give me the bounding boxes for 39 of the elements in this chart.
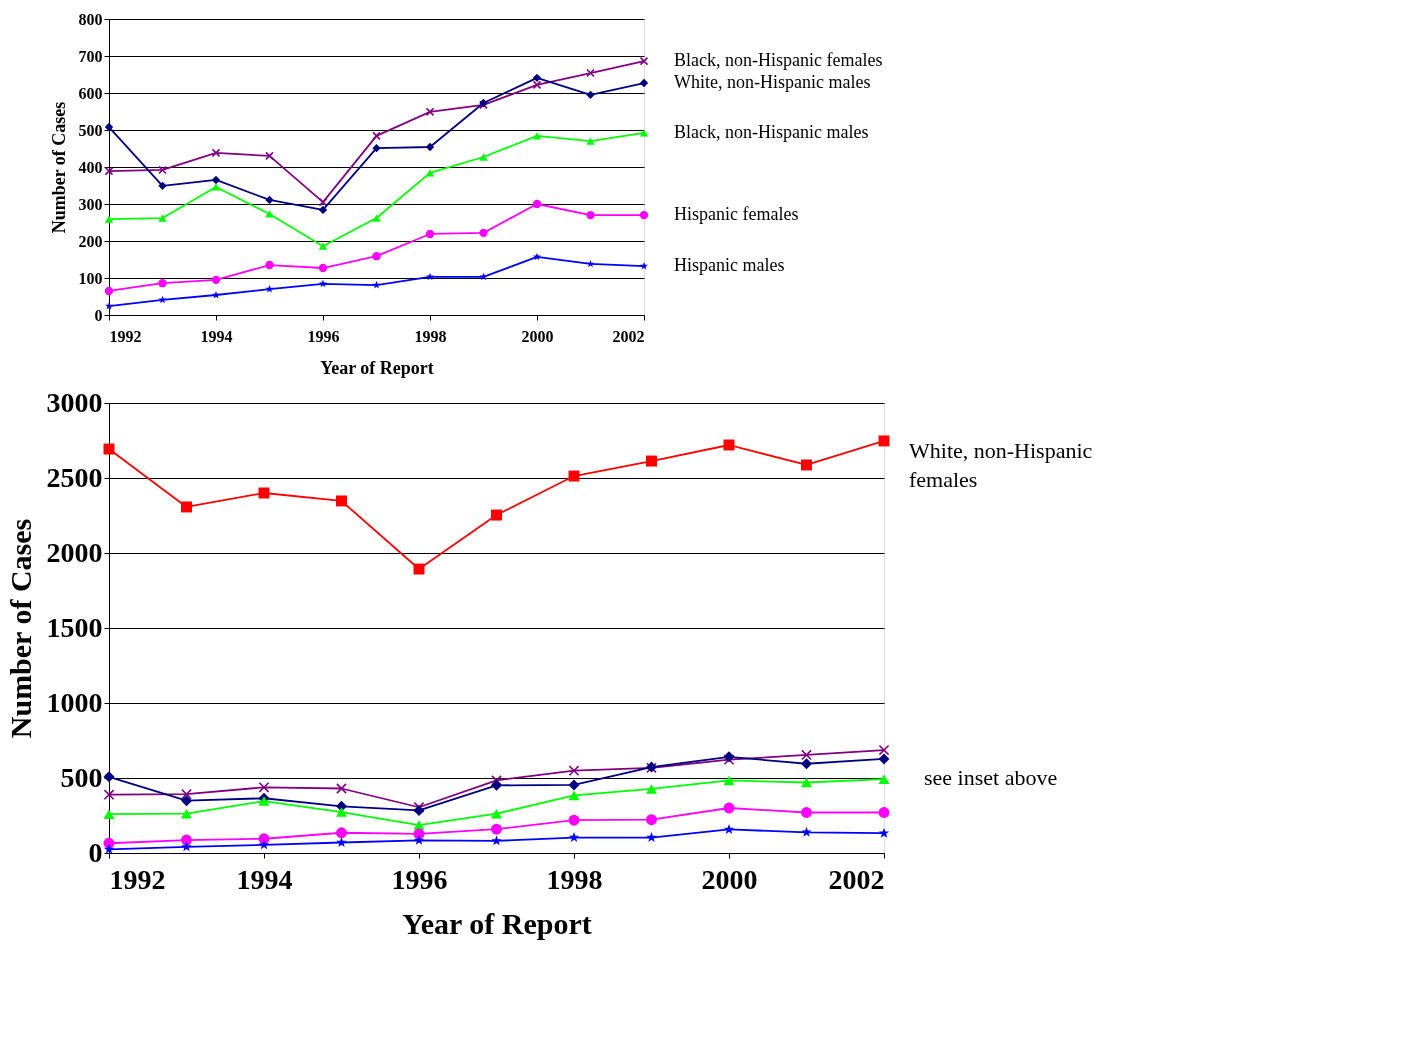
y-tick-label: 400	[78, 158, 103, 176]
x-axis-title: Year of Report	[320, 357, 434, 378]
y-tick-label: 3000	[46, 386, 103, 418]
y-tick-label: 2000	[46, 536, 103, 568]
x-tick-label: 1994	[200, 327, 233, 345]
x-tick-label: 2002	[612, 327, 645, 345]
annotation: see inset above	[924, 765, 1058, 790]
y-tick-label: 500	[78, 121, 103, 139]
y-tick-label: 100	[78, 269, 103, 287]
series-label: Hispanic males	[674, 255, 785, 276]
y-tick-label: 700	[78, 47, 103, 65]
series-label: White, non-Hispanic females	[909, 437, 1093, 492]
x-tick-label: 2002	[828, 863, 885, 895]
y-axis-title: Number of Cases	[3, 518, 37, 739]
series-label: Hispanic females	[674, 204, 799, 225]
y-tick-label: 800	[78, 10, 103, 28]
x-tick-label: 1998	[546, 863, 603, 895]
series-label: White, non-Hispanic males	[674, 72, 871, 93]
y-tick-label: 300	[78, 195, 103, 213]
series-label: Black, non-Hispanic females	[674, 50, 883, 71]
y-tick-label: 600	[78, 84, 103, 102]
x-tick-label: 1992	[109, 327, 142, 345]
x-tick-label: 2000	[701, 863, 758, 895]
y-tick-label: 200	[78, 232, 103, 250]
x-tick-label: 1996	[307, 327, 340, 345]
y-tick-label: 1500	[46, 611, 103, 643]
y-axis-title: Number of Cases	[48, 101, 69, 234]
y-tick-label: 1000	[46, 686, 103, 718]
x-tick-label: 1994	[236, 863, 293, 895]
y-tick-label: 0	[94, 306, 103, 324]
series-label: Black, non-Hispanic males	[674, 121, 869, 142]
x-axis-title: Year of Report	[402, 906, 592, 940]
y-tick-label: 2500	[46, 461, 103, 493]
x-tick-label: 2000	[521, 327, 554, 345]
x-tick-label: 1998	[414, 327, 447, 345]
x-tick-label: 1996	[391, 863, 448, 895]
x-tick-label: 1992	[109, 863, 166, 895]
y-tick-label: 0	[88, 836, 103, 868]
y-tick-label: 500	[60, 761, 103, 793]
